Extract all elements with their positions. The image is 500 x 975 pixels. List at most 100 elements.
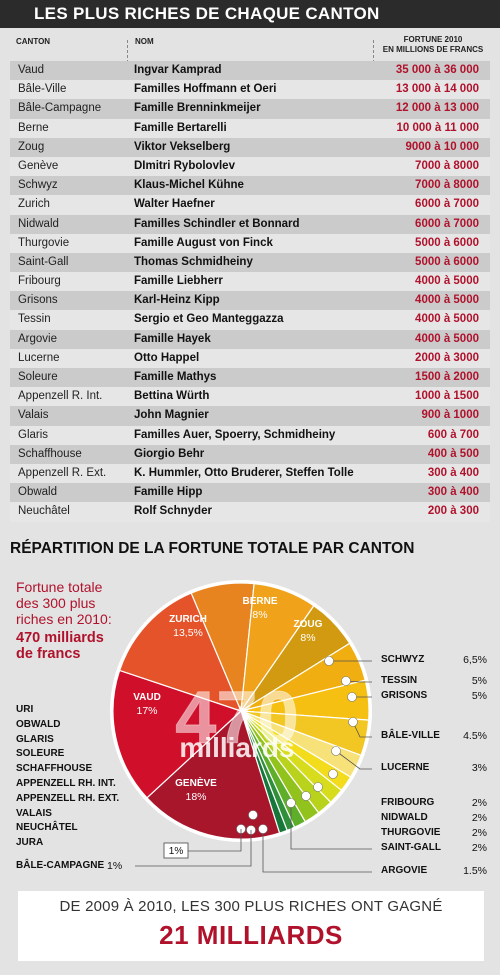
slice-label: ZURICH: [169, 614, 207, 625]
table-row: Berne Famille Bertarelli 10 000 à 11 000: [10, 118, 490, 138]
fortune-cell: 2000 à 3000: [415, 351, 479, 364]
right-slice-label: THURGOVIE: [381, 827, 441, 838]
leader-dot: [286, 798, 296, 808]
canton-cell: Nidwald: [18, 217, 59, 230]
fortune-cell: 35 000 à 36 000: [395, 64, 479, 76]
nom-cell: DImitri Rybolovlev: [134, 159, 235, 172]
table-row: Genève DImitri Rybolovlev 7000 à 8000: [10, 156, 490, 177]
canton-cell: Saint-Gall: [18, 255, 69, 268]
footer-line-1: DE 2009 À 2010, LES 300 PLUS RICHES ONT …: [59, 898, 443, 915]
table-row: Neuchâtel Rolf Schnyder 200 à 300: [10, 502, 490, 522]
nom-cell: Famille Bertarelli: [134, 121, 227, 134]
right-slice-pct: 5%: [471, 690, 487, 702]
col-header-canton: CANTON: [16, 37, 51, 46]
leader-dot: [341, 676, 351, 686]
canton-cell: Zurich: [18, 198, 50, 211]
fortune-cell: 10 000 à 11 000: [396, 121, 480, 134]
right-slice-label: ARGOVIE: [381, 865, 428, 876]
col-header-fortune-1: FORTUNE 2010: [403, 35, 463, 44]
leader-dot: [331, 746, 341, 756]
canton-cell: Bâle-Ville: [18, 83, 67, 96]
nom-cell: Familles Schindler et Bonnard: [134, 217, 300, 230]
fortune-cell: 1500 à 2000: [415, 371, 479, 383]
right-slice-label: NIDWALD: [381, 812, 428, 823]
small-canton-item: JURA: [16, 837, 44, 849]
leader-line: [262, 829, 372, 873]
canton-cell: Appenzell R. Int.: [18, 390, 103, 403]
leader-line: [290, 803, 372, 850]
bale-campagne-pct: 1%: [107, 860, 123, 872]
nom-cell: K. Hummler, Otto Bruderer, Steffen Tolle: [134, 466, 354, 479]
right-slice-pct: 3%: [471, 762, 487, 774]
small-canton-item: GLARIS: [16, 733, 54, 745]
small-canton-item: NEUCHÂTEL: [16, 822, 78, 834]
center-word: milliards: [179, 732, 294, 763]
canton-cell: Glaris: [18, 428, 49, 441]
right-slice-pct: 1.5%: [463, 865, 487, 877]
canton-cell: Tessin: [18, 313, 51, 326]
leader-dot: [248, 810, 258, 820]
table-row: Bâle-Campagne Famille Brenninkmeijer 12 00…: [10, 99, 490, 119]
nom-cell: Karl-Heinz Kipp: [134, 294, 220, 307]
fortune-cell: 9000 à 10 000: [405, 140, 479, 153]
right-slice-label: GRISONS: [381, 690, 428, 701]
ranking-table: Vaud Ingvar Kamprad 35 000 à 36 000 Bâle-Vi…: [10, 61, 490, 522]
nom-cell: Famille Mathys: [134, 371, 217, 383]
right-slice-pct: 4.5%: [463, 730, 487, 742]
leader-dot: [348, 717, 358, 727]
right-slice-label: TESSIN: [381, 675, 418, 686]
slice-label: VAUD: [133, 692, 161, 703]
nom-cell: John Magnier: [134, 409, 209, 422]
slice-value: 8%: [300, 632, 315, 644]
right-slice-pct: 5%: [471, 675, 487, 687]
table-row: Nidwald Familles Schindler et Bonnard 6000…: [10, 214, 490, 234]
leader-dot: [328, 769, 338, 779]
fortune-cell: 900 à 1000: [421, 409, 479, 422]
leader-line: [335, 750, 372, 770]
fortune-cell: 13 000 à 14 000: [395, 83, 479, 96]
right-slice-pct: 2%: [471, 827, 487, 839]
intro-line-1: Fortune totale: [16, 579, 103, 595]
nom-cell: Bettina Würth: [134, 390, 210, 403]
page-title: LES PLUS RICHES DE CHAQUE CANTON: [34, 4, 380, 23]
canton-cell: Schaffhouse: [18, 447, 82, 460]
leader-dot: [301, 791, 311, 801]
fortune-cell: 6000 à 7000: [415, 217, 479, 230]
canton-cell: Obwald: [18, 486, 57, 499]
table-row: Saint-Gall Thomas Schmidheiny 5000 à 6000: [10, 252, 490, 273]
right-slice-label: SCHWYZ: [381, 654, 425, 665]
right-slice-pct: 2%: [471, 812, 487, 824]
nom-cell: Familles Auer, Spoerry, Schmidheiny: [134, 428, 336, 441]
fortune-cell: 4000 à 5000: [415, 313, 479, 326]
canton-cell: Berne: [18, 121, 49, 134]
small-canton-item: SCHAFFHOUSE: [16, 763, 93, 775]
nom-cell: Thomas Schmidheiny: [134, 255, 253, 268]
intro-text: Fortune totale des 300 plus riches en 20…: [16, 579, 131, 662]
small-canton-item: APPENZELL RH. INT.: [16, 777, 116, 789]
right-slice-label: LUCERNE: [381, 762, 430, 773]
nom-cell: Ingvar Kamprad: [134, 64, 222, 76]
fortune-cell: 5000 à 6000: [415, 255, 479, 268]
nom-cell: Famille Hayek: [134, 332, 211, 345]
canton-cell: Valais: [18, 409, 49, 422]
fortune-cell: 4000 à 5000: [415, 332, 479, 345]
intro-line-2: des 300 plus: [16, 595, 96, 611]
intro-total: 470 milliards: [16, 630, 104, 646]
right-slice-label: SAINT-GALL: [381, 842, 441, 853]
footer-box: DE 2009 À 2010, LES 300 PLUS RICHES ONT …: [18, 891, 484, 961]
leader-line: [135, 830, 252, 867]
small-canton-item: OBWALD: [16, 718, 61, 730]
footer-line-2: 21 MILLIARDS: [159, 920, 343, 950]
canton-cell: Soleure: [18, 371, 58, 383]
table-row: Bâle-Ville Familles Hoffmann et Oeri 13 00…: [10, 80, 490, 100]
nom-cell: Walter Haefner: [134, 198, 215, 211]
nom-cell: Viktor Vekselberg: [134, 140, 231, 153]
canton-cell: Thurgovie: [18, 236, 70, 249]
table-row: Glaris Familles Auer, Spoerry, Schmidhein…: [10, 425, 490, 445]
canton-cell: Genève: [18, 159, 59, 172]
fortune-cell: 400 à 500: [427, 447, 479, 460]
right-slice-label: BÂLE-VILLE: [381, 730, 440, 741]
nom-cell: Giorgio Behr: [134, 447, 205, 460]
nom-cell: Sergio et Geo Manteggazza: [134, 313, 284, 326]
col-header-nom: NOM: [135, 37, 154, 46]
